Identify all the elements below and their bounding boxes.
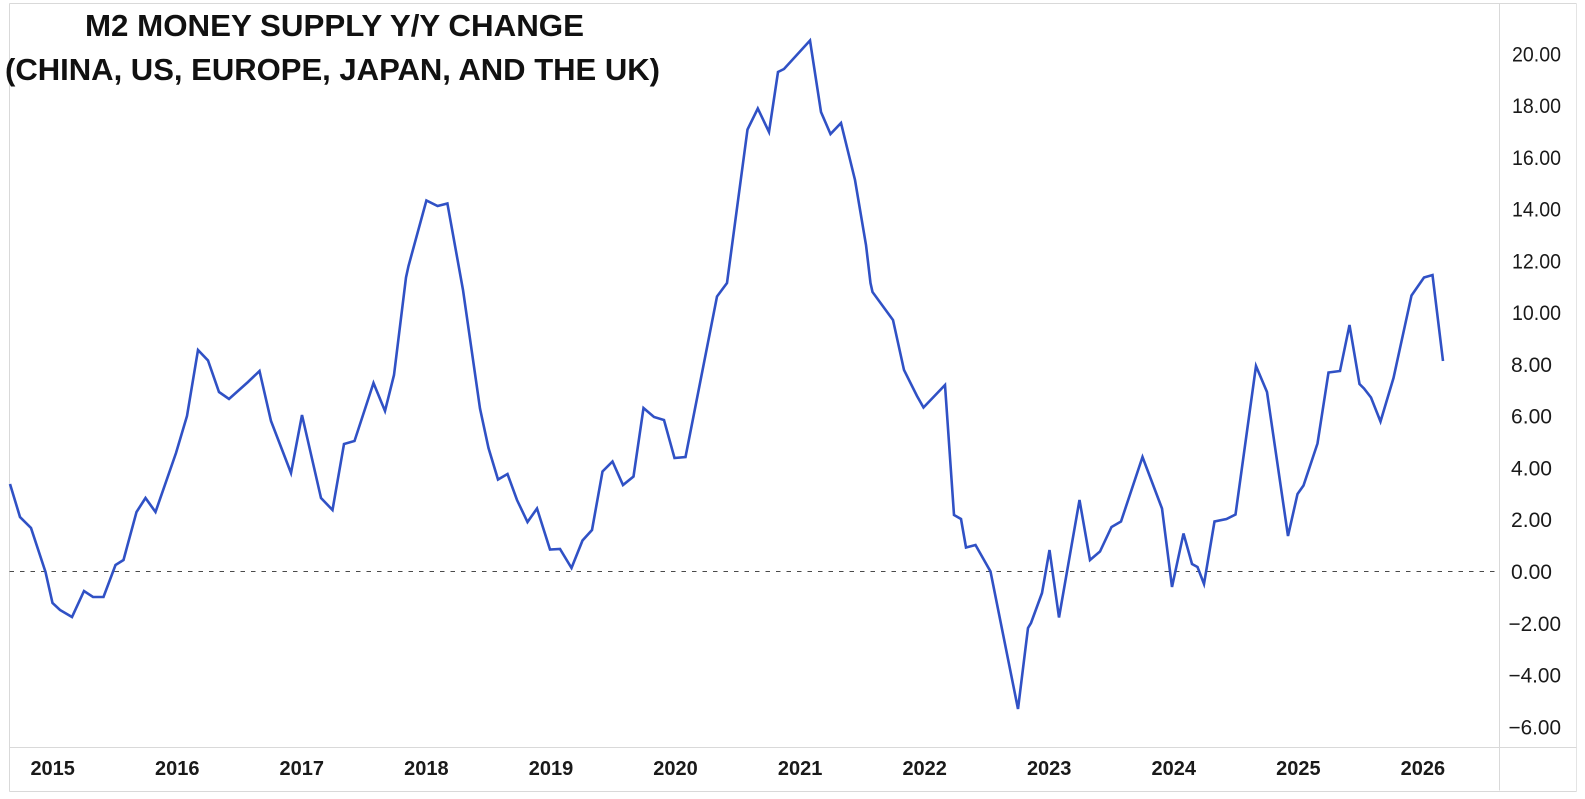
svg-text:4.00: 4.00 bbox=[1511, 458, 1552, 481]
svg-text:2018: 2018 bbox=[404, 758, 449, 780]
svg-text:20.00: 20.00 bbox=[1512, 43, 1561, 66]
svg-text:2020: 2020 bbox=[653, 758, 698, 780]
svg-text:8.00: 8.00 bbox=[1511, 354, 1552, 377]
svg-text:0.00: 0.00 bbox=[1511, 561, 1552, 584]
svg-text:2016: 2016 bbox=[155, 758, 200, 780]
svg-text:2.00: 2.00 bbox=[1511, 509, 1552, 532]
svg-text:2026: 2026 bbox=[1401, 758, 1446, 780]
svg-text:6.00: 6.00 bbox=[1511, 406, 1552, 429]
svg-text:2019: 2019 bbox=[529, 758, 574, 780]
svg-text:2022: 2022 bbox=[902, 758, 947, 780]
svg-text:2025: 2025 bbox=[1276, 758, 1321, 780]
svg-text:14.00: 14.00 bbox=[1512, 199, 1561, 222]
svg-text:2015: 2015 bbox=[30, 758, 75, 780]
svg-text:18.00: 18.00 bbox=[1512, 95, 1561, 118]
svg-text:−2.00: −2.00 bbox=[1509, 613, 1562, 636]
svg-text:−6.00: −6.00 bbox=[1509, 716, 1562, 739]
svg-text:−4.00: −4.00 bbox=[1509, 665, 1562, 688]
svg-text:M2 MONEY SUPPLY Y/Y CHANGE: M2 MONEY SUPPLY Y/Y CHANGE bbox=[85, 8, 584, 43]
svg-text:16.00: 16.00 bbox=[1512, 147, 1561, 170]
svg-text:12.00: 12.00 bbox=[1512, 250, 1561, 273]
svg-text:(CHINA, US, EUROPE, JAPAN, AND: (CHINA, US, EUROPE, JAPAN, AND THE UK) bbox=[5, 52, 660, 87]
svg-text:10.00: 10.00 bbox=[1512, 302, 1561, 325]
svg-text:2024: 2024 bbox=[1152, 758, 1197, 780]
svg-text:2021: 2021 bbox=[778, 758, 823, 780]
svg-text:2017: 2017 bbox=[280, 758, 325, 780]
svg-text:2023: 2023 bbox=[1027, 758, 1072, 780]
